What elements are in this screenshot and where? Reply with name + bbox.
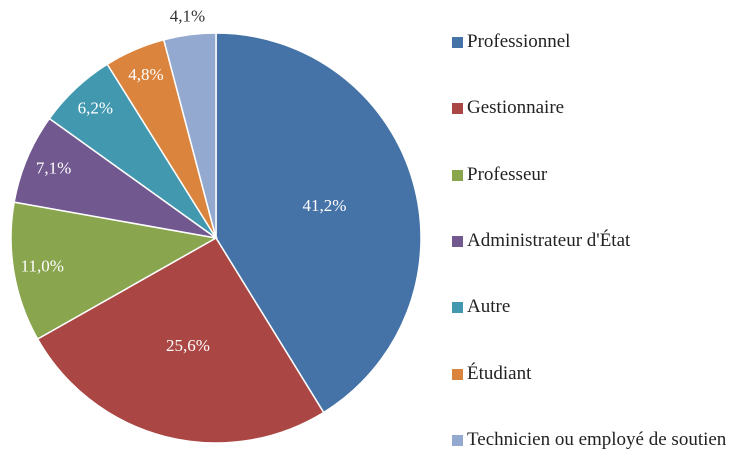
- legend-item: Étudiant: [452, 363, 531, 385]
- data-label: 25,6%: [166, 336, 210, 355]
- pie-slice: [36, 236, 325, 444]
- data-label: 41,2%: [303, 196, 347, 215]
- legend-swatch: [452, 302, 463, 314]
- data-label: 11,0%: [21, 257, 64, 276]
- legend-label: Administrateur d'État: [467, 229, 631, 251]
- legend-swatch: [452, 434, 463, 446]
- legend-label: Professionnel: [467, 31, 571, 52]
- data-label: 4,1%: [170, 7, 205, 26]
- legend-item: Professeur: [452, 164, 547, 186]
- legend-swatch: [452, 169, 463, 181]
- legend-swatch: [452, 37, 463, 48]
- data-label: 4,8%: [128, 65, 163, 84]
- legend-item: Professionnel: [452, 31, 570, 53]
- legend-item: Gestionnaire: [452, 97, 564, 119]
- data-label: 6,2%: [78, 98, 113, 117]
- legend-swatch: [452, 235, 463, 247]
- data-label: 7,1%: [36, 158, 71, 177]
- legend-label: Professeur: [467, 163, 548, 185]
- legend-swatch: [452, 103, 463, 115]
- legend-swatch: [452, 368, 463, 380]
- pie-slice: [162, 32, 217, 239]
- legend-item: Autre: [452, 296, 510, 318]
- legend-item: Technicien ou employé de soutien: [452, 429, 726, 451]
- pie-slice: [215, 32, 422, 414]
- legend-label: Autre: [467, 296, 511, 318]
- legend-label: Technicien ou employé de soutien: [467, 428, 727, 450]
- legend-label: Étudiant: [467, 362, 532, 384]
- legend-label: Gestionnaire: [467, 97, 565, 119]
- legend-item: Administrateur d'État: [452, 230, 630, 252]
- pie-slice: [10, 201, 219, 341]
